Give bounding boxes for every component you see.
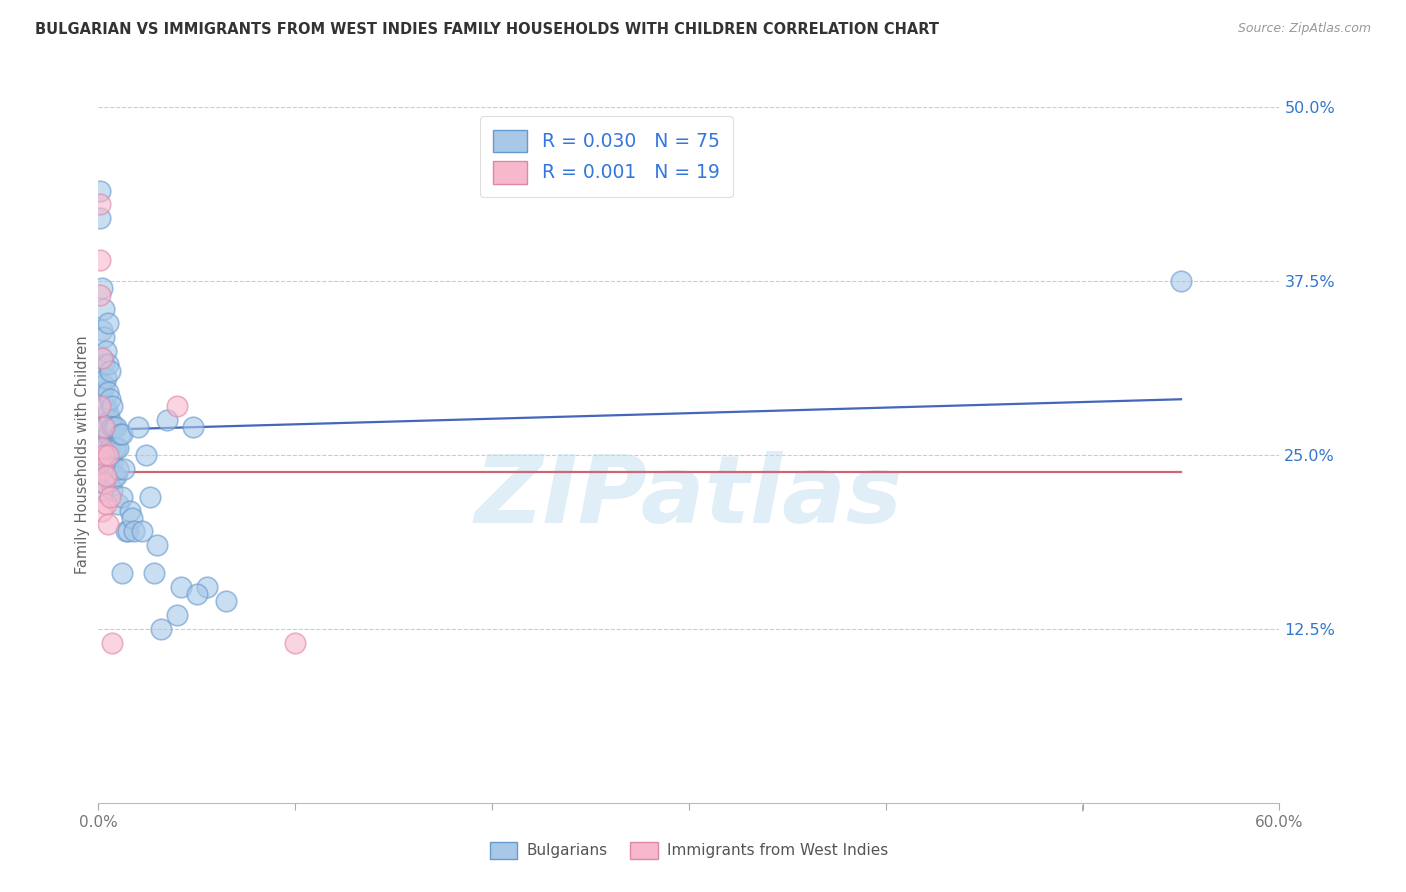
Point [150,622,173,636]
Point [93,329,115,343]
Point [97,316,120,330]
Point [98,490,121,504]
Point [127,420,149,434]
Point [96,468,118,483]
Point [97,406,120,420]
Point [105,441,128,455]
Point [93,358,115,372]
Point [93,455,115,469]
Point [89,211,111,226]
Point [91,462,114,476]
Point [93,399,115,413]
Point [103,468,125,483]
Point [195,580,218,594]
Point [97,385,120,400]
Point [98,468,121,483]
Point [89,378,111,392]
Point [91,483,114,497]
Point [122,524,145,539]
Point [101,455,124,469]
Point [93,475,115,490]
Point [91,420,114,434]
Point [111,490,134,504]
Point [98,392,121,407]
Point [121,510,143,524]
Point [91,503,114,517]
Point [107,497,129,511]
Point [101,399,124,413]
Point [93,434,115,448]
Point [98,441,121,455]
Point [93,301,115,316]
Point [97,427,120,442]
Text: BULGARIAN VS IMMIGRANTS FROM WEST INDIES FAMILY HOUSEHOLDS WITH CHILDREN CORRELA: BULGARIAN VS IMMIGRANTS FROM WEST INDIES… [35,22,939,37]
Point [103,441,125,455]
Point [96,399,118,413]
Point [93,448,115,462]
Point [105,468,128,483]
Point [118,503,141,517]
Point [91,441,114,455]
Point [107,441,129,455]
Point [89,184,111,198]
Point [91,455,114,469]
Point [91,351,114,365]
Text: Source: ZipAtlas.com: Source: ZipAtlas.com [1237,22,1371,36]
Point [96,468,118,483]
Point [98,364,121,378]
Point [89,288,111,302]
Point [111,566,134,581]
Point [284,636,307,650]
Point [89,197,111,211]
Point [166,607,188,622]
Point [91,434,114,448]
Point [101,420,124,434]
Point [117,524,139,539]
Point [101,636,124,650]
Point [96,420,118,434]
Point [89,399,111,413]
Point [91,323,114,337]
Point [96,441,118,455]
Point [96,343,118,358]
Point [108,427,131,442]
Point [115,524,138,539]
Point [93,378,115,392]
Point [1170,274,1192,288]
Point [105,420,128,434]
Point [146,538,169,552]
Point [111,427,134,442]
Point [97,517,120,532]
Point [135,448,157,462]
Point [186,587,208,601]
Legend: Bulgarians, Immigrants from West Indies: Bulgarians, Immigrants from West Indies [484,836,894,864]
Point [91,281,114,295]
Point [93,420,115,434]
Point [91,351,114,365]
Point [93,475,115,490]
Point [181,420,204,434]
Point [142,566,165,581]
Point [131,524,153,539]
Point [107,462,129,476]
Point [138,490,160,504]
Point [101,483,124,497]
Point [97,455,120,469]
Point [215,594,238,608]
Point [103,420,125,434]
Point [97,448,120,462]
Point [91,385,114,400]
Point [112,462,135,476]
Point [170,580,193,594]
Point [98,413,121,427]
Text: ZIPatlas: ZIPatlas [475,450,903,542]
Point [156,413,179,427]
Point [97,358,120,372]
Point [96,497,118,511]
Point [166,399,188,413]
Y-axis label: Family Households with Children: Family Households with Children [75,335,90,574]
Point [93,420,115,434]
Point [89,253,111,268]
Point [96,371,118,385]
